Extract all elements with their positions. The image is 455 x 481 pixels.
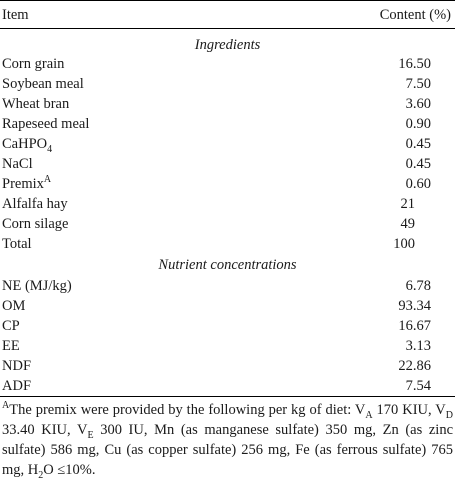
row-value: 16.50	[398, 56, 431, 72]
table-row: NDF 22.86	[0, 356, 455, 376]
row-label: CP	[2, 318, 20, 334]
row-value: 49	[400, 216, 416, 232]
row-label: Soybean meal	[2, 76, 84, 92]
row-value: 7.54	[405, 378, 431, 394]
table-row: EE 3.13	[0, 336, 455, 356]
row-value: 6.78	[405, 278, 431, 294]
row-value: 0.45	[405, 156, 431, 172]
table-row: Corn grain 16.50	[0, 54, 455, 74]
row-value: 16.67	[398, 318, 431, 334]
section-nutrients: Nutrient concentrations	[158, 257, 297, 273]
table-row: Wheat bran 3.60	[0, 94, 455, 114]
row-label: CaHPO4	[2, 136, 53, 155]
table-row: NaCl 0.45	[0, 154, 455, 174]
row-value: 93.34	[398, 298, 431, 314]
row-label: Corn grain	[2, 56, 65, 72]
row-label: NE (MJ/kg)	[2, 278, 72, 294]
table-row: Rapeseed meal 0.90	[0, 114, 455, 134]
row-label: Rapeseed meal	[2, 116, 90, 132]
top-rule	[0, 0, 455, 1]
table-row: NE (MJ/kg) 6.78	[0, 276, 455, 296]
row-label: Corn silage	[2, 216, 69, 232]
row-value: 3.60	[405, 96, 431, 112]
table-row: Soybean meal 7.50	[0, 74, 455, 94]
table-row: Corn silage 49	[0, 214, 455, 234]
section-ingredients: Ingredients	[194, 37, 261, 53]
row-label: Total	[2, 236, 32, 252]
table-row: Alfalfa hay 21	[0, 194, 455, 214]
table-row: CaHPO4 0.45	[0, 134, 455, 154]
row-label: Wheat bran	[2, 96, 70, 112]
table-row: OM 93.34	[0, 296, 455, 316]
bottom-rule	[0, 396, 455, 397]
row-value: 22.86	[398, 358, 431, 374]
header-content: Content (%)	[379, 7, 451, 23]
row-label: NaCl	[2, 156, 33, 172]
row-value: 3.13	[405, 338, 431, 354]
table-row: Total 100	[0, 234, 455, 254]
row-label: EE	[2, 338, 20, 354]
row-value: 0.90	[405, 116, 431, 132]
row-value: 21	[400, 196, 416, 212]
row-value: 100	[393, 236, 415, 252]
row-value: 0.45	[405, 136, 431, 152]
row-label: NDF	[2, 358, 32, 374]
table-row: ADF 7.54	[0, 376, 455, 396]
row-label: PremixA	[2, 174, 52, 192]
header-rule	[0, 28, 455, 29]
row-label: OM	[2, 298, 26, 314]
table-row: CP 16.67	[0, 316, 455, 336]
footnote: AThe premix were provided by the followi…	[2, 400, 454, 481]
row-label: Alfalfa hay	[2, 196, 68, 212]
table-row: PremixA 0.60	[0, 174, 455, 194]
row-value: 7.50	[405, 76, 431, 92]
row-label: ADF	[2, 378, 32, 394]
row-value: 0.60	[405, 176, 431, 192]
header-item: Item	[2, 7, 29, 23]
